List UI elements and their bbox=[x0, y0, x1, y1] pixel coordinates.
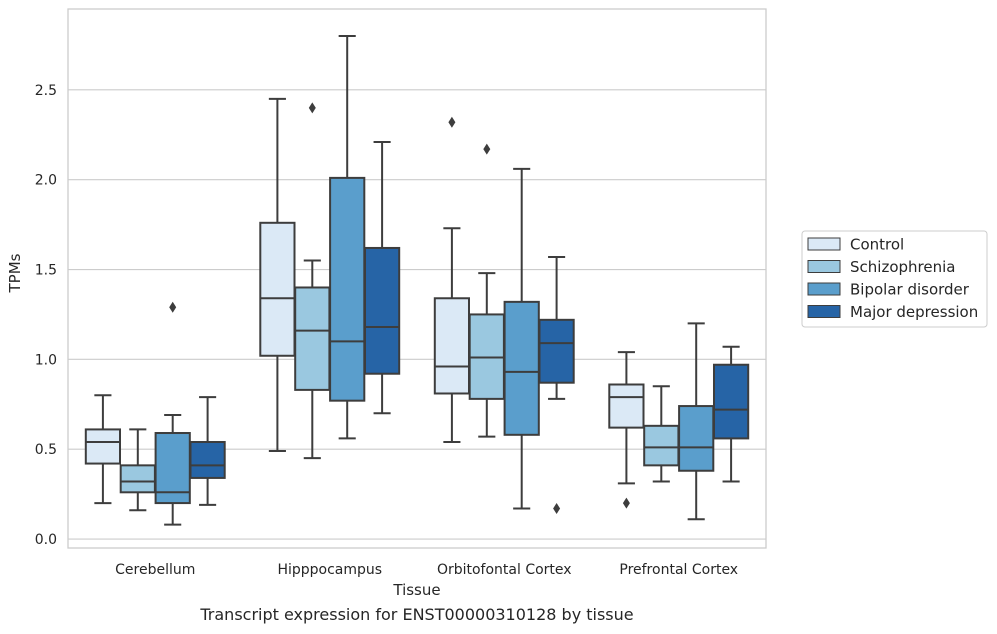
box-0-3 bbox=[189, 396, 226, 506]
box-1-2 bbox=[329, 34, 366, 440]
y-tick-label: 1.0 bbox=[35, 352, 57, 368]
box-0-0 bbox=[84, 394, 122, 505]
iqr-box bbox=[259, 221, 296, 357]
iqr-box bbox=[503, 300, 540, 436]
box-1-0 bbox=[259, 97, 296, 452]
x-tick-label: Cerebellum bbox=[115, 562, 195, 578]
legend-swatch bbox=[807, 237, 841, 251]
iqr-box bbox=[294, 286, 331, 391]
box-3-1 bbox=[643, 385, 680, 483]
box-3-2 bbox=[678, 322, 715, 521]
iqr-box bbox=[433, 297, 471, 395]
iqr-box bbox=[538, 318, 575, 384]
box-2-1 bbox=[468, 143, 505, 438]
legend-label: Schizophrenia bbox=[850, 258, 955, 276]
box-2-2 bbox=[503, 167, 540, 510]
y-tick-label: 0.0 bbox=[35, 532, 57, 548]
y-tick-label: 2.5 bbox=[35, 83, 57, 99]
outlier-point bbox=[448, 116, 456, 128]
chart-caption: Transcript expression for ENST0000031012… bbox=[200, 605, 634, 624]
outlier-point bbox=[308, 102, 316, 114]
iqr-box bbox=[119, 464, 156, 494]
outlier-point bbox=[483, 143, 491, 155]
iqr-box bbox=[643, 424, 680, 467]
legend: Control Schizophrenia Bipolar disorder Majo… bbox=[801, 230, 988, 328]
outlier-point bbox=[169, 301, 177, 313]
y-tick-label: 0.5 bbox=[35, 442, 57, 458]
box-1-3 bbox=[363, 140, 401, 415]
iqr-box bbox=[608, 383, 645, 429]
box-0-1 bbox=[119, 428, 156, 512]
x-tick-label: Prefrontal Cortex bbox=[619, 562, 738, 578]
iqr-box bbox=[329, 176, 366, 402]
box-3-0 bbox=[608, 351, 645, 509]
x-tick-label: Orbitofontal Cortex bbox=[437, 562, 572, 578]
y-tick-label: 2.0 bbox=[35, 173, 57, 189]
legend-label: Bipolar disorder bbox=[850, 281, 970, 299]
legend-swatch bbox=[807, 282, 841, 296]
iqr-box bbox=[363, 246, 401, 375]
iqr-box bbox=[189, 440, 226, 479]
box-3-3 bbox=[712, 345, 750, 483]
plot-frame bbox=[67, 8, 767, 549]
y-tick-label: 1.5 bbox=[35, 263, 57, 279]
legend-label: Control bbox=[850, 236, 904, 254]
x-tick-label: Hipppocampus bbox=[277, 562, 382, 578]
box-2-3 bbox=[538, 255, 575, 514]
iqr-box bbox=[84, 428, 122, 465]
outlier-point bbox=[622, 497, 630, 509]
y-axis-ticks: 0.0 0.5 1.0 1.5 2.0 2.5 bbox=[35, 83, 57, 548]
box-0-2 bbox=[154, 301, 191, 526]
iqr-box bbox=[712, 363, 750, 440]
y-axis-title: TPMs bbox=[6, 253, 24, 293]
legend-frame bbox=[801, 230, 988, 328]
legend-label: Major depression bbox=[850, 303, 978, 321]
outlier-point bbox=[553, 502, 561, 514]
x-axis-ticks: Cerebellum Hipppocampus Orbitofontal Corte… bbox=[115, 562, 738, 578]
boxes bbox=[84, 34, 750, 526]
iqr-box bbox=[678, 405, 715, 472]
legend-swatch bbox=[807, 260, 841, 273]
x-axis-title: Tissue bbox=[392, 581, 440, 599]
box-2-0 bbox=[433, 116, 471, 443]
box-1-1 bbox=[294, 102, 331, 460]
legend-swatch bbox=[807, 305, 841, 318]
